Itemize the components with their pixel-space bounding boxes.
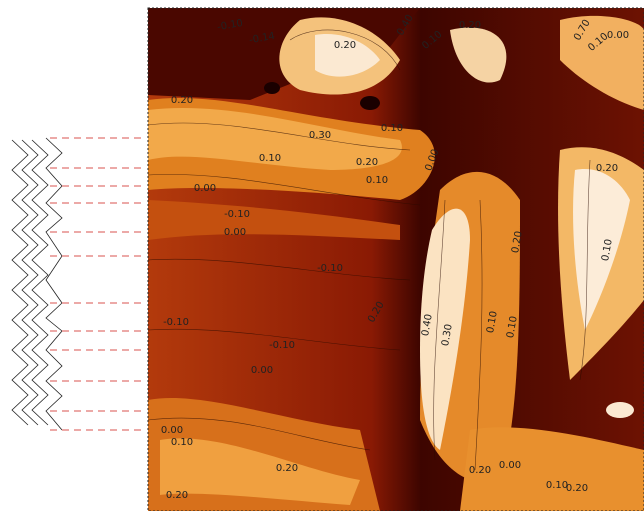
contour-label: 0.10 (259, 153, 281, 164)
contour-label: 0.00 (607, 30, 629, 41)
zigzag-diagram (12, 138, 62, 430)
contour-label: 0.20 (469, 465, 491, 476)
contour-label: -0.10 (269, 340, 295, 351)
contour-label: 0.10 (546, 480, 568, 491)
contour-label: 0.10 (171, 437, 193, 448)
contour-label: -0.10 (224, 209, 250, 220)
contour-label: 0.00 (194, 183, 216, 194)
contour-label: 0.20 (356, 157, 378, 168)
contour-label: 0.30 (309, 130, 331, 141)
contour-label: 0.20 (566, 483, 588, 494)
contour-label: -0.10 (317, 263, 343, 274)
contour-label: 0.20 (171, 95, 193, 106)
contour-label: 0.20 (596, 163, 618, 174)
contour-field (148, 8, 644, 511)
contour-label: 0.10 (381, 123, 403, 134)
contour-label: 0.20 (334, 40, 356, 51)
figure: -0.10-0.140.200.400.100.200.700.100.000.… (0, 0, 644, 511)
contour-label: 0.20 (459, 20, 481, 31)
contour-label: -0.10 (163, 317, 189, 328)
contour-label: 0.00 (499, 460, 521, 471)
contour-label: 0.00 (224, 227, 246, 238)
contour-label: 0.00 (251, 365, 273, 376)
dashed-guides (50, 138, 146, 430)
contour-label: 0.10 (366, 175, 388, 186)
contour-label: 0.00 (161, 425, 183, 436)
contour-label: 0.20 (276, 463, 298, 474)
contour-label: 0.20 (166, 490, 188, 501)
